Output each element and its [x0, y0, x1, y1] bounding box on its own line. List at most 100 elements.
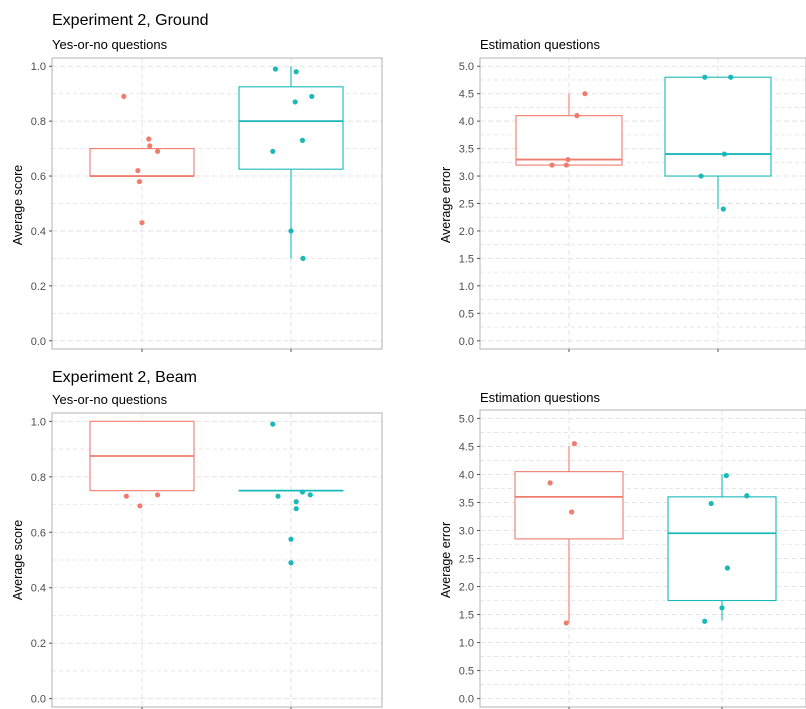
- y-tick-label: 0.2: [31, 638, 46, 650]
- section-title-beam: Experiment 2, Beam: [52, 369, 197, 386]
- y-tick-label: 0.4: [31, 226, 46, 238]
- data-point: [146, 136, 152, 142]
- y-tick-label: 0.0: [31, 694, 46, 706]
- data-point: [698, 173, 704, 179]
- y-tick-label: 0.5: [459, 666, 474, 678]
- data-point: [288, 536, 294, 542]
- data-point: [288, 228, 294, 234]
- y-tick-label: 4.5: [459, 89, 474, 101]
- y-tick-label: 3.5: [459, 497, 474, 509]
- panel-3-ylabel: Average score: [11, 520, 25, 600]
- y-tick-label: 0.0: [31, 336, 46, 348]
- data-point: [719, 605, 725, 611]
- data-point: [565, 156, 571, 163]
- data-point: [288, 560, 294, 566]
- data-point: [574, 113, 580, 119]
- data-point: [293, 506, 299, 512]
- y-tick-label: 4.0: [459, 469, 474, 481]
- data-point: [728, 74, 734, 80]
- panel-border: [51, 57, 383, 350]
- panel-3: 0.0 0.2 0.4 0.6 0.8 1.0: [31, 412, 383, 709]
- box: [664, 76, 772, 177]
- data-point: [582, 91, 588, 97]
- y-tick-label: 0.8: [31, 116, 46, 128]
- data-point: [724, 565, 731, 571]
- data-point: [135, 167, 141, 174]
- data-point: [744, 493, 750, 499]
- series-2: [238, 421, 344, 566]
- y-tick-label: 0.0: [459, 694, 474, 706]
- data-point: [300, 255, 306, 262]
- y-tick-label: 2.5: [459, 199, 474, 211]
- section-title-ground: Experiment 2, Ground: [52, 12, 209, 29]
- y-tick-label: 0.0: [459, 336, 474, 348]
- series-2: [664, 74, 772, 212]
- data-point: [123, 493, 129, 499]
- panel-1-title: Yes-or-no questions: [52, 37, 168, 52]
- data-point: [299, 137, 306, 143]
- data-point: [293, 499, 299, 505]
- y-tick-label: 1.0: [31, 61, 46, 73]
- panel-border: [51, 412, 383, 708]
- data-point: [147, 143, 153, 149]
- data-point: [720, 206, 726, 212]
- y-tick-label: 5.0: [459, 61, 474, 73]
- data-point: [270, 148, 276, 154]
- chart-panels: 0.0 0.2 0.4 0.6 0.8 1.0 0.0 0.5 1.0 1.5 2.0 2.5 3.0 3…: [31, 57, 806, 709]
- y-tick-label: 2.5: [459, 554, 474, 566]
- data-point: [293, 69, 299, 75]
- y-tick-label: 0.6: [31, 171, 46, 183]
- panel-4: 0.0 0.5 1.0 1.5 2.0 2.5 3.0 3.5 4.0 4.5 5.0: [459, 409, 806, 709]
- data-point: [563, 162, 569, 168]
- series-2: [238, 66, 344, 262]
- data-point: [270, 421, 276, 427]
- panel-3-title: Yes-or-no questions: [52, 392, 168, 407]
- y-tick-label: 1.5: [459, 253, 474, 265]
- box: [514, 471, 624, 540]
- y-tick-label: 1.0: [31, 416, 46, 428]
- data-point: [702, 618, 708, 624]
- y-tick-label: 0.4: [31, 583, 46, 595]
- data-point: [569, 509, 575, 515]
- box: [238, 86, 344, 170]
- panel-2-title: Estimation questions: [480, 37, 600, 52]
- y-tick-label: 1.0: [459, 638, 474, 650]
- y-tick-label: 3.0: [459, 171, 474, 183]
- y-tick-label: 4.5: [459, 441, 474, 453]
- data-point: [309, 93, 315, 100]
- data-point: [299, 489, 306, 495]
- panel-1: 0.0 0.2 0.4 0.6 0.8 1.0: [31, 57, 383, 352]
- panel-4-ylabel: Average error: [439, 522, 453, 598]
- y-tick-label: 0.6: [31, 527, 46, 539]
- data-point: [155, 148, 161, 154]
- panel-4-title: Estimation questions: [480, 390, 600, 405]
- data-point: [292, 99, 298, 105]
- data-point: [571, 441, 578, 447]
- data-point: [547, 480, 553, 486]
- box: [667, 496, 777, 602]
- data-point: [307, 492, 313, 498]
- data-point: [136, 178, 142, 185]
- y-tick-label: 2.0: [459, 582, 474, 594]
- data-point: [272, 66, 278, 72]
- data-point: [549, 162, 555, 168]
- y-tick-label: 2.0: [459, 226, 474, 238]
- data-point: [121, 93, 127, 100]
- panel-1-ylabel: Average score: [11, 165, 25, 245]
- y-tick-label: 1.0: [459, 281, 474, 293]
- y-tick-label: 0.2: [31, 281, 46, 293]
- data-point: [137, 503, 143, 509]
- data-point: [708, 500, 714, 507]
- data-point: [275, 493, 281, 499]
- panel-2: 0.0 0.5 1.0 1.5 2.0 2.5 3.0 3.5 4.0 4.5 5.0: [459, 57, 806, 352]
- y-tick-label: 4.0: [459, 116, 474, 128]
- series-1: [514, 441, 624, 626]
- series-1: [89, 93, 195, 226]
- data-point: [155, 492, 161, 498]
- y-tick-label: 1.5: [459, 610, 474, 622]
- data-point: [702, 74, 708, 80]
- series-2: [667, 472, 777, 624]
- series-1: [89, 420, 195, 509]
- box: [89, 148, 195, 177]
